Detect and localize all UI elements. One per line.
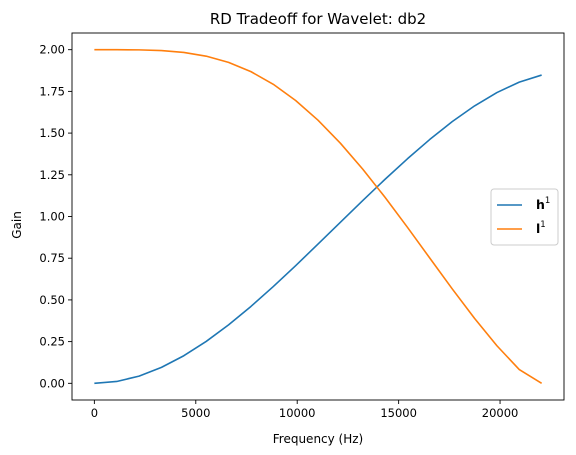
legend-box — [490, 188, 559, 246]
y-tick-label: 0.75 — [39, 251, 65, 265]
x-tick-label: 10000 — [279, 406, 316, 420]
x-axis-label: Frequency (Hz) — [273, 432, 364, 446]
legend-label-h: h1 — [536, 196, 550, 212]
series-line-h-0 — [94, 74, 542, 385]
y-tick-label: 1.00 — [39, 210, 65, 224]
y-tick-label: 0.00 — [39, 376, 65, 390]
y-tick-label: 1.50 — [39, 126, 65, 140]
y-tick-label: 0.25 — [39, 335, 65, 349]
legend-label-l: l1 — [536, 220, 546, 236]
series-line-l-1 — [94, 48, 543, 385]
y-tick-label: 1.75 — [39, 84, 65, 98]
y-tick-label: 1.25 — [39, 168, 65, 182]
plot-area — [94, 48, 543, 385]
y-axis-label: Gain — [10, 211, 24, 239]
chart-title: RD Tradeoff for Wavelet: db2 — [210, 10, 426, 28]
axes: 0 5000 10000 15000 20000 0.00 0.25 0.50 0.75 1.00… — [39, 32, 565, 420]
x-tick-label: 5000 — [181, 406, 210, 420]
x-tick-label: 20000 — [482, 406, 519, 420]
y-tick-label: 0.50 — [39, 293, 65, 307]
x-tick-label: 15000 — [380, 406, 417, 420]
legend: h1 l1 — [490, 188, 559, 246]
x-tick-label: 0 — [91, 406, 98, 420]
y-tick-label: 2.00 — [39, 43, 65, 57]
